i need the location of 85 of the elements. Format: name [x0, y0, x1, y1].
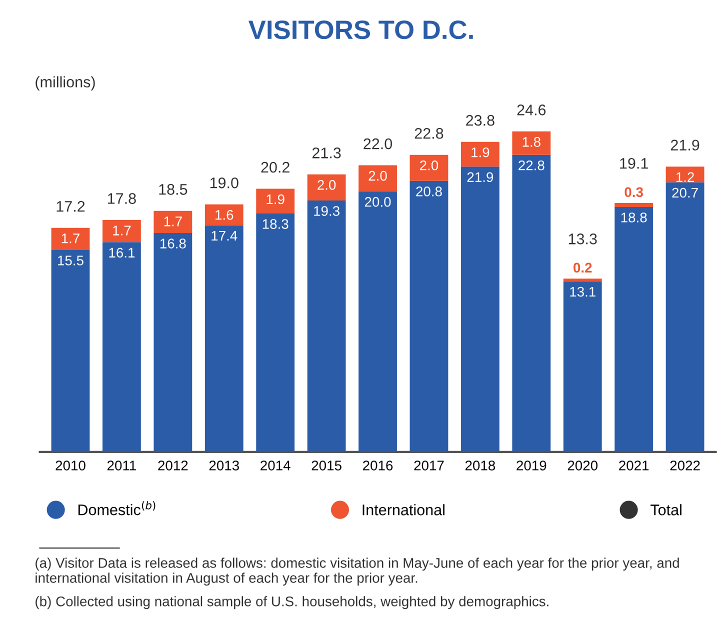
- data-label: 13.1: [570, 286, 596, 297]
- bar: [307, 174, 346, 200]
- total-label: 22.0: [364, 138, 392, 150]
- data-label: 20.8: [416, 186, 442, 196]
- x-tick-label: 2016: [363, 460, 393, 470]
- bar: [307, 200, 346, 452]
- bar: [102, 220, 141, 242]
- bar: [256, 188, 295, 214]
- x-tick-label: 2018: [465, 460, 496, 470]
- bar: [358, 191, 397, 452]
- data-label: 19.3: [314, 206, 340, 216]
- data-label: 2.0: [368, 170, 387, 181]
- bar: [614, 203, 654, 207]
- bar: [666, 166, 704, 182]
- text: (a) Visitor Data is released as follows: domestic visitation in May-June of each year for the prior year, and international visitation in August of each year for the prior year.: [36, 558, 679, 586]
- x-tick-label: 2021: [619, 460, 649, 470]
- data-label: 2.0: [318, 180, 336, 190]
- total-label: 23.8: [466, 114, 494, 126]
- data-label: 21.9: [467, 172, 494, 182]
- total-label: 24.6: [517, 104, 546, 116]
- data-label: 2.0: [420, 160, 438, 170]
- data-label: 1.9: [266, 194, 284, 204]
- bar: [154, 233, 192, 452]
- bar: [512, 154, 551, 452]
- data-label: 18.3: [262, 219, 288, 229]
- data-label: 1.7: [62, 234, 80, 244]
- data-label: 1.7: [164, 216, 182, 226]
- bar: [51, 228, 90, 250]
- data-label: 1.2: [676, 172, 694, 182]
- total-label: 19.0: [210, 178, 238, 188]
- data-label: 0.3: [624, 187, 643, 198]
- data-label: 15.5: [58, 256, 84, 266]
- bar: [51, 250, 90, 452]
- total-label: 21.3: [312, 148, 341, 158]
- total-label: 17.2: [56, 200, 85, 212]
- x-tick-label: 2022: [670, 460, 700, 470]
- data-label: 22.8: [518, 160, 544, 170]
- x-tick-label: 2011: [107, 460, 136, 470]
- data-label: 18.8: [621, 212, 647, 222]
- bar: [102, 242, 141, 452]
- data-label: 1.9: [472, 147, 490, 158]
- bar: [256, 213, 295, 452]
- total-label: 18.5: [159, 184, 188, 195]
- bar: [512, 131, 551, 155]
- x-tick-label: 2019: [516, 460, 546, 470]
- legend-label: Total: [650, 504, 682, 516]
- bar: [204, 204, 244, 226]
- bar: [563, 278, 602, 282]
- bar: [614, 206, 654, 452]
- bar: [410, 154, 448, 181]
- total-label: 21.9: [670, 140, 700, 151]
- chart-title: VISITORS TO D.C.: [248, 20, 473, 40]
- total-label: 17.8: [108, 193, 136, 204]
- y-axis-title: (millions): [36, 76, 95, 90]
- data-label: 1.8: [522, 137, 540, 147]
- x-tick-label: 2015: [312, 460, 342, 470]
- bar: [410, 180, 448, 452]
- legend-label: International: [362, 504, 444, 516]
- data-label: 1.6: [216, 210, 234, 220]
- x-tick-label: 2010: [56, 460, 86, 470]
- total-label: 19.1: [620, 158, 648, 169]
- bar: [358, 165, 397, 192]
- data-label: 20.7: [672, 188, 698, 198]
- bar: [460, 142, 500, 167]
- data-label: 17.4: [212, 230, 238, 241]
- total-label: 20.2: [261, 162, 290, 173]
- bar: [563, 281, 602, 452]
- x-tick-label: 2020: [568, 460, 598, 470]
- text: (b) Collected using national sample of U.S. households, weighted by demographics.: [36, 596, 548, 610]
- bar: [154, 210, 192, 234]
- x-tick-label: 2013: [209, 460, 239, 470]
- x-tick-label: 2014: [260, 460, 290, 470]
- legend-label: Domestic$^{(b)}$: [78, 501, 156, 516]
- x-tick-label: 2012: [158, 460, 188, 470]
- bar: [460, 166, 500, 452]
- bar: [666, 182, 704, 452]
- data-label: 0.2: [574, 262, 592, 273]
- bar: [204, 225, 244, 452]
- x-tick-label: 2017: [414, 460, 444, 470]
- data-label: 20.0: [364, 196, 391, 207]
- total-label: 22.8: [414, 128, 444, 139]
- data-label: 1.7: [113, 226, 131, 236]
- total-label: 13.3: [568, 234, 597, 244]
- data-label: 16.8: [160, 238, 186, 248]
- data-label: 16.1: [109, 248, 135, 258]
